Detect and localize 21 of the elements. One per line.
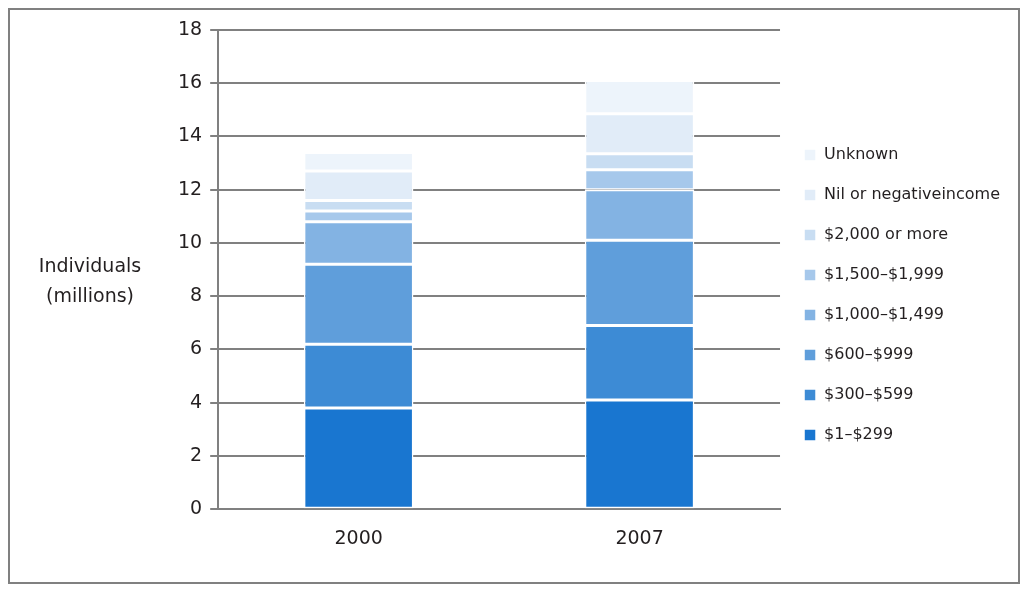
legend-label: $300–$599: [824, 384, 914, 404]
y-tick-label: 12: [177, 176, 203, 199]
y-tick-label: 6: [190, 336, 203, 359]
y-tick-label: 0: [190, 496, 203, 519]
y-tick-label: 18: [177, 16, 203, 39]
y-tick-label: 2: [190, 442, 203, 465]
legend-label: $1–$299: [824, 424, 894, 444]
y-tick-label: 16: [177, 70, 203, 93]
legend-label: $1,000–$1,499: [824, 304, 944, 324]
x-tick-label: 2007: [615, 525, 664, 548]
y-tick-label: 10: [177, 229, 203, 252]
legend-label: $1,500–$1,999: [824, 264, 944, 284]
legend-label: $600–$999: [824, 344, 914, 364]
y-tick-label: 4: [190, 389, 203, 412]
y-axis-title: Individuals (millions): [37, 253, 143, 308]
legend-label: Unknown: [824, 144, 899, 164]
y-tick-label: 8: [190, 283, 203, 306]
x-tick-label: 2000: [334, 525, 383, 548]
legend-label: Nil or negativeincome: [824, 184, 1001, 204]
legend-label: $2,000 or more: [824, 224, 948, 244]
y-tick-label: 14: [177, 123, 203, 146]
